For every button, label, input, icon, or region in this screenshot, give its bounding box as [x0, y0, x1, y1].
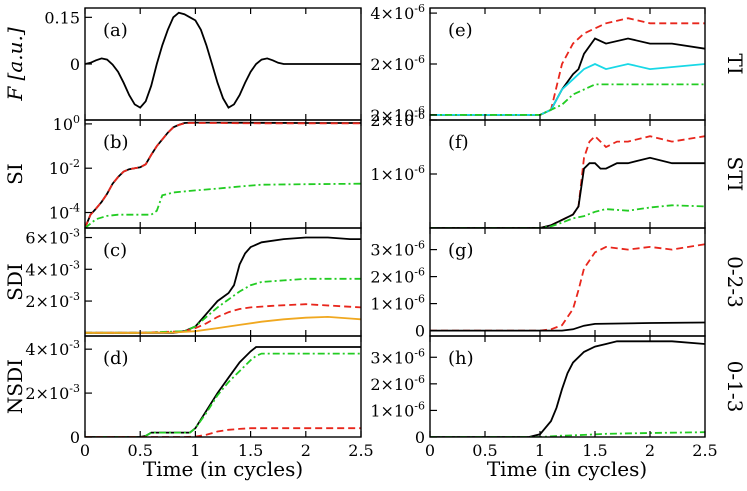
- panel-g: 3×10-6 2×10-6 1×10-6 0 (g) 0-2-3: [370, 227, 747, 341]
- panel-label-a: (a): [103, 20, 128, 41]
- series-g-red: [430, 243, 705, 332]
- y-tick-label-a-0: 0.15: [44, 8, 80, 27]
- panel-label-f: (f): [448, 132, 469, 153]
- panel-frame-d: [84, 335, 362, 438]
- panels-group: 0.150(a)F [a.u.]10010-210-4(b)SI6×10-34×…: [3, 2, 747, 460]
- x-tick-label-d-0: 0: [80, 441, 90, 460]
- y-tick-label-e-2: 2×10-6: [370, 104, 425, 125]
- panel-d: 4×10-3 2×10-3 0 (d) NSDI 0 0.5 1 1.5 2 2.5: [3, 335, 374, 460]
- panel-label-c: (c): [103, 240, 127, 261]
- panel-h: 3×10-6 2×10-6 1×10-6 0 (h) 0-1-3 0 0.5 1 1.5 2 2.5: [370, 335, 747, 460]
- series-e-black: [430, 37, 705, 116]
- y-tick-label-c-2: 2×10-3: [25, 290, 80, 311]
- y-tick-label-g-3: 0: [415, 322, 425, 341]
- panel-frame-h: [429, 335, 706, 438]
- y-tick-label-f-0: 2×10-6: [370, 109, 425, 130]
- panel-a: 0.15 0 (a) F [a.u.]: [3, 7, 362, 121]
- x-tick-label-h-1: 0.5: [472, 441, 497, 460]
- y-tick-label-g-0: 3×10-6: [370, 239, 425, 260]
- y-tick-label-b-0: 100: [53, 113, 80, 134]
- x-tick-label-d-3: 1.5: [238, 441, 263, 460]
- x-tick-label-d-2: 1: [190, 441, 200, 460]
- series-h-green: [430, 431, 705, 437]
- y-axis-label-f: STI: [723, 157, 747, 192]
- y-tick-label-h-3: 0: [415, 428, 425, 447]
- y-tick-label-a-1: 0: [70, 55, 80, 74]
- series-g-black: [430, 321, 705, 332]
- series-a-F: [85, 11, 361, 109]
- y-axis-label-h: 0-1-3: [723, 361, 747, 413]
- panel-label-g: (g): [448, 240, 474, 261]
- series-f-red: [430, 134, 705, 228]
- y-tick-label-f-1: 1×10-6: [370, 163, 425, 184]
- y-axis-label-a: F [a.u.]: [3, 27, 27, 102]
- x-tick-label-h-0: 0: [425, 441, 435, 460]
- x-tick-label-d-5: 2.5: [348, 441, 373, 460]
- panel-label-d: (d): [103, 348, 129, 369]
- y-tick-label-c-1: 4×10-3: [25, 258, 80, 279]
- series-e-green: [430, 83, 705, 116]
- y-tick-label-h-2: 1×10-6: [370, 399, 425, 420]
- y-axis-label-c: SDI: [3, 263, 27, 301]
- y-tick-label-d-1: 2×10-3: [25, 382, 80, 403]
- y-tick-label-c-0: 6×10-3: [25, 227, 80, 248]
- x-tick-label-h-5: 2.5: [692, 441, 717, 460]
- y-tick-label-e-0: 4×10-6: [370, 2, 425, 23]
- panel-b: 100 10-2 10-4 (b) SI: [3, 113, 362, 229]
- x-tick-label-d-1: 0.5: [127, 441, 152, 460]
- y-tick-label-h-1: 2×10-6: [370, 373, 425, 394]
- panel-e: 4×10-6 2×10-6 2×10-6 (e) TI: [370, 2, 747, 125]
- y-tick-label-d-0: 4×10-3: [25, 338, 80, 359]
- series-e-cyan: [430, 63, 705, 116]
- y-axis-label-b: SI: [3, 163, 27, 185]
- y-tick-label-g-2: 1×10-6: [370, 293, 425, 314]
- x-tick-label-h-2: 1: [535, 441, 545, 460]
- series-f-black: [430, 156, 705, 228]
- y-tick-label-e-1: 2×10-6: [370, 53, 425, 74]
- series-b-red: [85, 122, 361, 228]
- y-tick-label-b-1: 10-2: [49, 157, 80, 178]
- y-tick-label-h-0: 3×10-6: [370, 346, 425, 367]
- y-axis-label-g: 0-2-3: [723, 256, 747, 308]
- panel-label-b: (b): [103, 132, 129, 153]
- series-c-orange: [85, 315, 361, 334]
- panel-label-e: (e): [448, 20, 473, 41]
- series-d-red: [85, 427, 361, 437]
- panel-label-h: (h): [448, 348, 474, 369]
- series-c-green: [85, 277, 361, 334]
- panel-frame-f: [429, 119, 706, 229]
- x-axis-label-left: Time (in cycles): [143, 457, 303, 481]
- series-b-green: [85, 182, 361, 228]
- x-tick-label-d-4: 2: [301, 441, 311, 460]
- y-tick-label-b-2: 10-4: [49, 202, 80, 223]
- x-tick-label-h-4: 2: [645, 441, 655, 460]
- y-tick-label-d-2: 0: [70, 428, 80, 447]
- y-tick-label-g-1: 2×10-6: [370, 266, 425, 287]
- y-axis-label-d: NSDI: [3, 359, 27, 414]
- series-h-black: [430, 340, 705, 437]
- series-f-green: [430, 204, 705, 228]
- x-tick-label-h-3: 1.5: [582, 441, 607, 460]
- y-axis-label-e: TI: [723, 53, 747, 74]
- series-c-red: [85, 303, 361, 334]
- x-axis-label-right: Time (in cycles): [487, 457, 647, 481]
- series-d-green: [85, 352, 361, 437]
- panel-f: 2×10-6 1×10-6 (f) STI: [370, 109, 747, 229]
- panel-c: 6×10-3 4×10-3 2×10-3 (c) SDI: [3, 227, 362, 337]
